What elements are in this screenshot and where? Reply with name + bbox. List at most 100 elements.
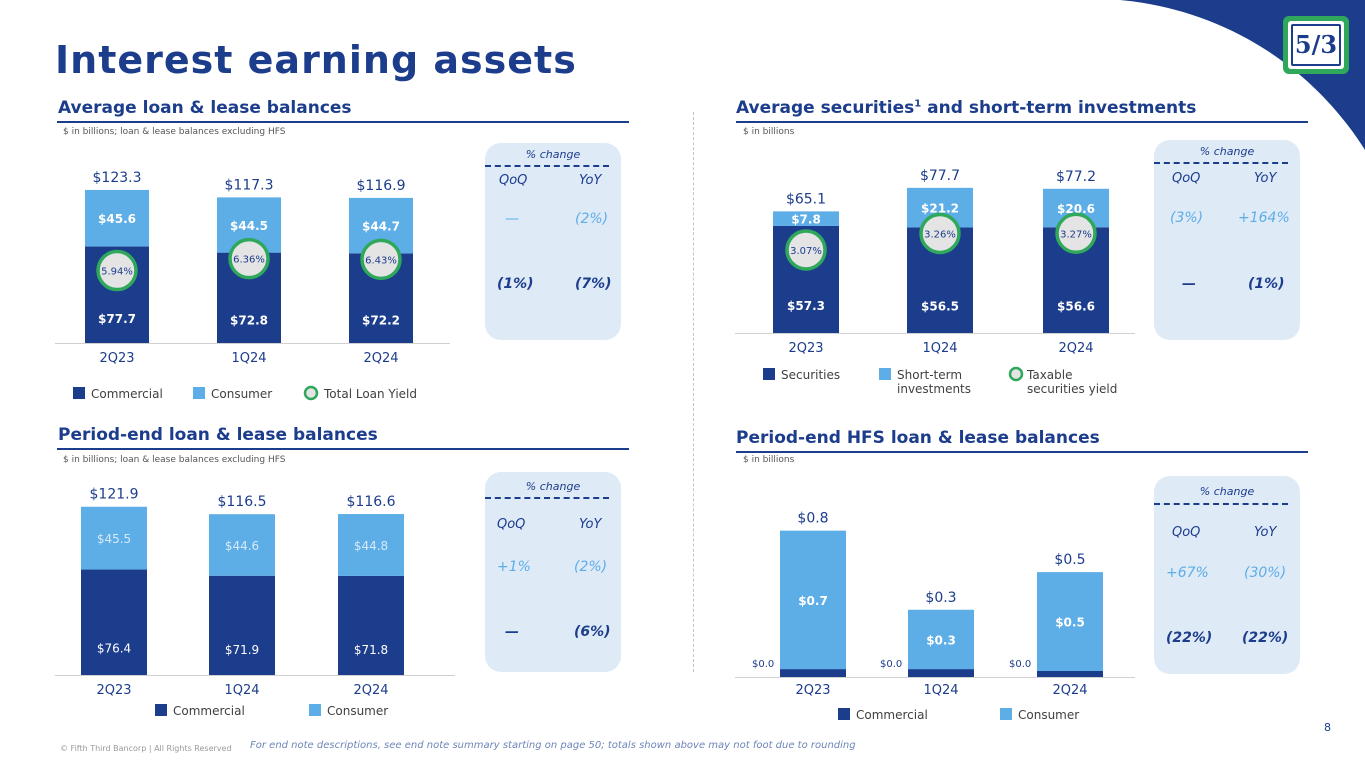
yoy-securities-value: (1%) xyxy=(1248,276,1285,292)
category-label: 1Q24 xyxy=(922,341,957,356)
legend-label: securities yield xyxy=(1027,382,1117,396)
legend-swatch-consumer xyxy=(193,387,205,399)
change-label: % change xyxy=(525,148,581,161)
legend-label: Commercial xyxy=(173,704,245,718)
data-label-securities: $56.6 xyxy=(1057,300,1095,314)
legend-swatch-short-term xyxy=(879,368,891,380)
data-label-consumer: $0.3 xyxy=(926,633,956,647)
data-label-consumer: $44.5 xyxy=(230,219,268,233)
yoy-header: YoY xyxy=(579,173,602,188)
change-divider xyxy=(1154,503,1288,505)
category-label: 2Q23 xyxy=(788,341,823,356)
total-label: $77.7 xyxy=(920,168,960,184)
yield-value: 6.43% xyxy=(365,255,397,266)
data-label-commercial: $76.4 xyxy=(97,642,131,656)
page-title: Interest earning assets xyxy=(55,38,577,82)
yield-bubble xyxy=(360,238,402,281)
bar-consumer xyxy=(1037,572,1103,671)
data-label-commercial: $77.7 xyxy=(98,312,136,326)
category-label: 2Q24 xyxy=(363,351,398,366)
chart-pe-hfs: $0.0 $0.7 $0.8 2Q23 $0.0 $0.3 $0.3 1Q24 $0.0 $0.5… xyxy=(735,511,1135,722)
section-title-pe-loans: Period-end loan & lease balances xyxy=(58,425,378,445)
total-label: $65.1 xyxy=(786,191,826,207)
bar-commercial xyxy=(780,669,846,677)
bar-commercial xyxy=(81,569,147,675)
bar-consumer xyxy=(338,514,404,576)
legend-swatch-consumer xyxy=(309,704,321,716)
section-rule xyxy=(736,451,1308,453)
qoq-header: QoQ xyxy=(1172,525,1201,540)
qoq-header: QoQ xyxy=(497,517,526,532)
yoy-commercial-value: (22%) xyxy=(1242,630,1289,646)
chart-avg-loans: $77.7 $45.6 $123.3 2Q23 5.94% $72.8 $44.5 $117.… xyxy=(55,170,450,401)
yield-value: 3.26% xyxy=(924,229,956,240)
total-label: $116.5 xyxy=(218,494,267,510)
yoy-consumer-value: (2%) xyxy=(574,559,608,575)
yoy-consumer-value: (30%) xyxy=(1244,565,1287,581)
qoq-commercial-value: — xyxy=(505,624,519,640)
total-label: $116.9 xyxy=(357,178,406,194)
data-label-securities: $56.5 xyxy=(921,300,959,314)
data-label-securities: $57.3 xyxy=(787,299,825,313)
qoq-short-term-value: (3%) xyxy=(1170,210,1204,226)
section-title-text: Average securities xyxy=(736,98,915,118)
change-divider xyxy=(485,165,609,167)
data-label-consumer: $45.5 xyxy=(97,532,131,546)
legend-label: Total Loan Yield xyxy=(323,387,417,401)
legend-swatch-commercial xyxy=(838,708,850,720)
bar-short-term xyxy=(773,211,839,226)
bar-commercial xyxy=(1037,671,1103,677)
data-label-short-term: $20.6 xyxy=(1057,202,1095,216)
section-rule xyxy=(736,121,1308,123)
yield-value: 6.36% xyxy=(233,255,265,266)
legend-label: Consumer xyxy=(1018,708,1079,722)
legend-swatch-yield xyxy=(303,385,319,401)
legend-label: Commercial xyxy=(856,708,928,722)
bar-consumer xyxy=(908,609,974,670)
category-label: 2Q23 xyxy=(99,351,134,366)
chart-avg-securities: $57.3 $7.8 $65.1 2Q23 3.07% $56.5 $21.2 $77.7 1Q… xyxy=(735,168,1135,396)
bar-consumer xyxy=(85,189,149,247)
yield-value: 5.94% xyxy=(101,267,133,278)
section-subtitle-pe-hfs: $ in billions xyxy=(743,455,795,465)
page-number: 8 xyxy=(1324,721,1331,734)
legend-swatch-securities xyxy=(763,368,775,380)
qoq-securities-value: — xyxy=(1182,276,1196,292)
total-label: $117.3 xyxy=(225,177,274,193)
change-panel-avg-loans: % change QoQ YoY — (2%) (1%) (7%) xyxy=(485,143,621,340)
change-panel-avg-securities: % change QoQ YoY (3%) +164% — (1%) xyxy=(1154,140,1300,340)
data-label-commercial: $0.0 xyxy=(880,659,902,670)
bar-consumer xyxy=(209,514,275,576)
total-label: $77.2 xyxy=(1056,169,1096,185)
total-label: $123.3 xyxy=(93,170,142,186)
category-label: 2Q23 xyxy=(795,683,830,698)
yoy-commercial-value: (7%) xyxy=(575,276,612,292)
section-title-avg-loans: Average loan & lease balances xyxy=(58,98,352,118)
chart-pe-loans: $76.4 $45.5 $121.9 2Q23 $71.9 $44.6 $116.5 1Q24… xyxy=(55,487,455,718)
category-label: 2Q24 xyxy=(1058,341,1093,356)
bar-commercial xyxy=(209,575,275,675)
legend-label: Taxable xyxy=(1026,368,1073,382)
data-label-consumer: $45.6 xyxy=(98,212,136,226)
endnote-superscript: 1 xyxy=(914,98,922,110)
qoq-header: QoQ xyxy=(499,173,528,188)
copyright: © Fifth Third Bancorp | All Rights Reser… xyxy=(60,744,232,753)
category-label: 2Q24 xyxy=(1052,683,1087,698)
bar-commercial xyxy=(908,669,974,677)
change-divider xyxy=(1154,162,1288,164)
section-subtitle-pe-loans: $ in billions; loan & lease balances exc… xyxy=(63,455,286,465)
data-label-consumer: $0.7 xyxy=(798,594,828,608)
section-subtitle-avg-securities: $ in billions xyxy=(743,127,795,137)
data-label-commercial: $0.0 xyxy=(1009,659,1031,670)
qoq-consumer-value: — xyxy=(505,211,519,227)
yield-value: 3.07% xyxy=(790,246,822,257)
change-label: % change xyxy=(525,480,581,493)
qoq-commercial-value: (1%) xyxy=(497,276,534,292)
bar-consumer xyxy=(780,530,846,670)
footnote: For end note descriptions, see end note … xyxy=(250,740,856,751)
total-label: $0.3 xyxy=(925,590,956,606)
change-panel-pe-hfs: % change QoQ YoY +67% (30%) (22%) (22%) xyxy=(1154,476,1300,674)
section-title-pe-hfs: Period-end HFS loan & lease balances xyxy=(736,428,1100,448)
column-divider xyxy=(693,112,694,672)
data-label-commercial: $72.8 xyxy=(230,313,268,327)
